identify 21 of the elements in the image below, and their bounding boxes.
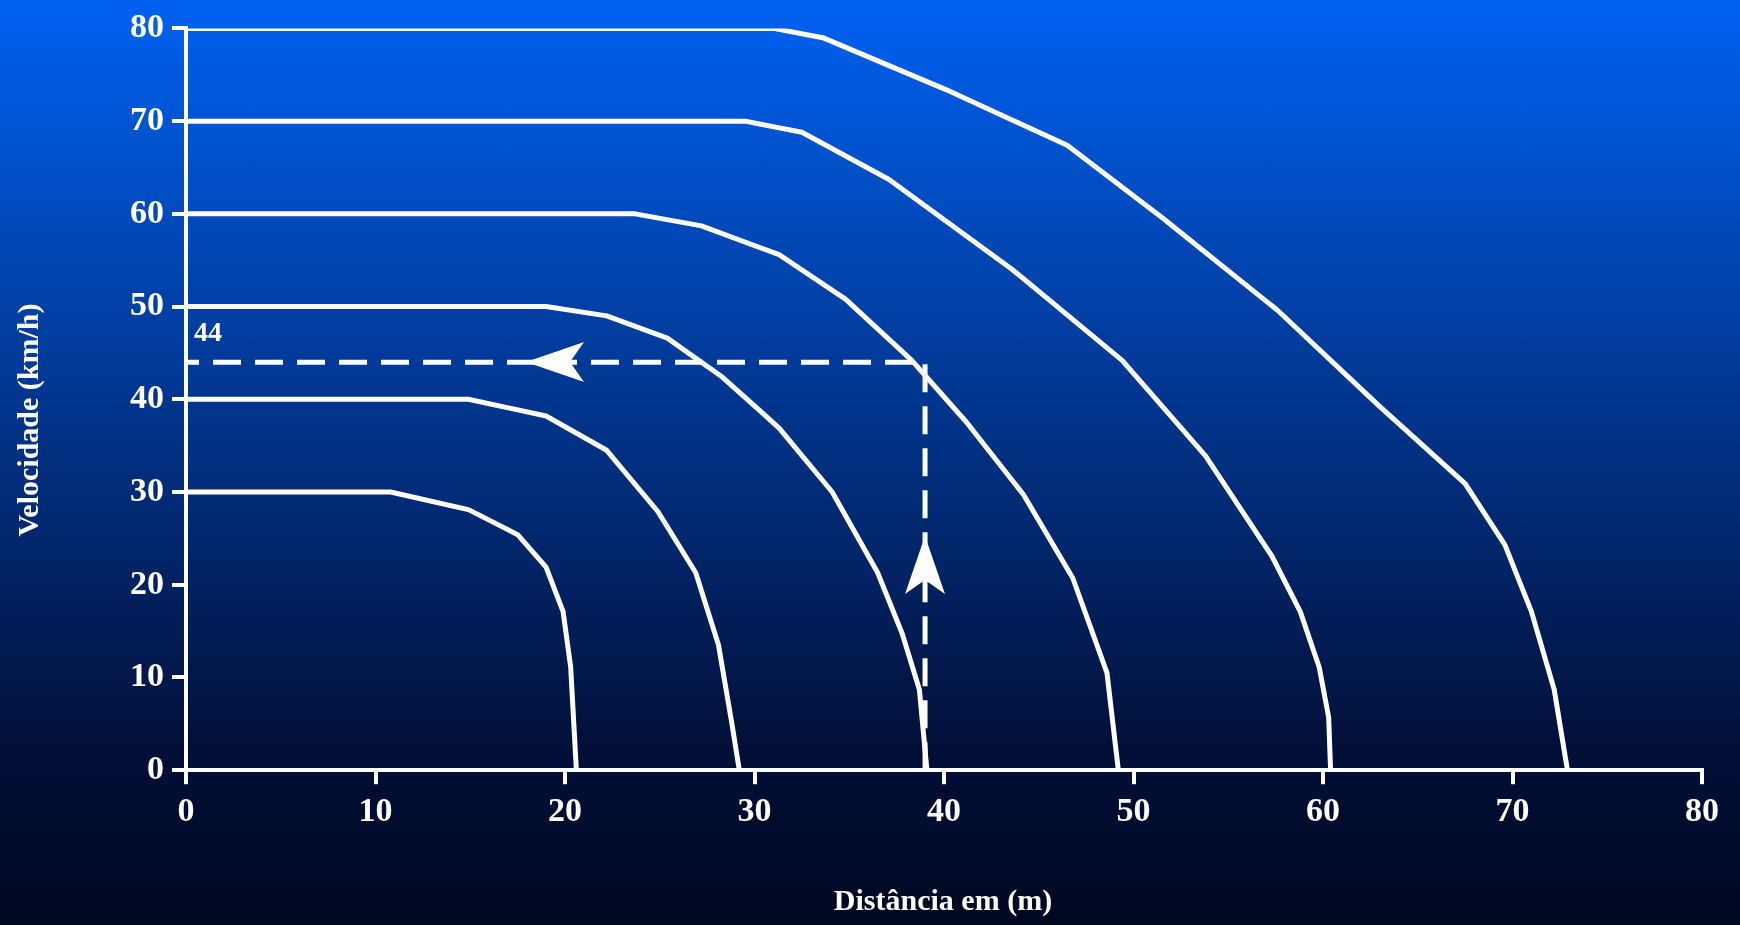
annotation: 44 (194, 316, 222, 348)
x-tick-label: 0 (177, 791, 195, 829)
y-axis-title: Velocidade (km/h) (11, 303, 45, 537)
x-tick-label: 30 (737, 791, 772, 829)
x-tick-label: 50 (1116, 791, 1151, 829)
y-tick-label: 40 (130, 378, 164, 416)
y-tick-label: 60 (130, 192, 164, 230)
y-tick-label: 70 (130, 99, 164, 137)
x-tick-label: 10 (358, 791, 393, 829)
x-tick-label: 20 (548, 791, 582, 829)
y-tick-label: 20 (130, 563, 164, 601)
x-tick-label: 60 (1306, 791, 1340, 829)
y-tick-label: 10 (130, 656, 164, 694)
y-tick-label: 30 (130, 470, 164, 508)
y-tick-label: 0 (147, 748, 164, 786)
x-tick-label: 80 (1685, 791, 1719, 829)
x-tick-label: 40 (927, 791, 961, 829)
y-tick-label: 50 (130, 285, 164, 323)
y-tick-label: 80 (130, 7, 164, 45)
x-tick-label: 70 (1495, 791, 1530, 829)
x-axis-title: Distância em (m) (833, 883, 1053, 917)
